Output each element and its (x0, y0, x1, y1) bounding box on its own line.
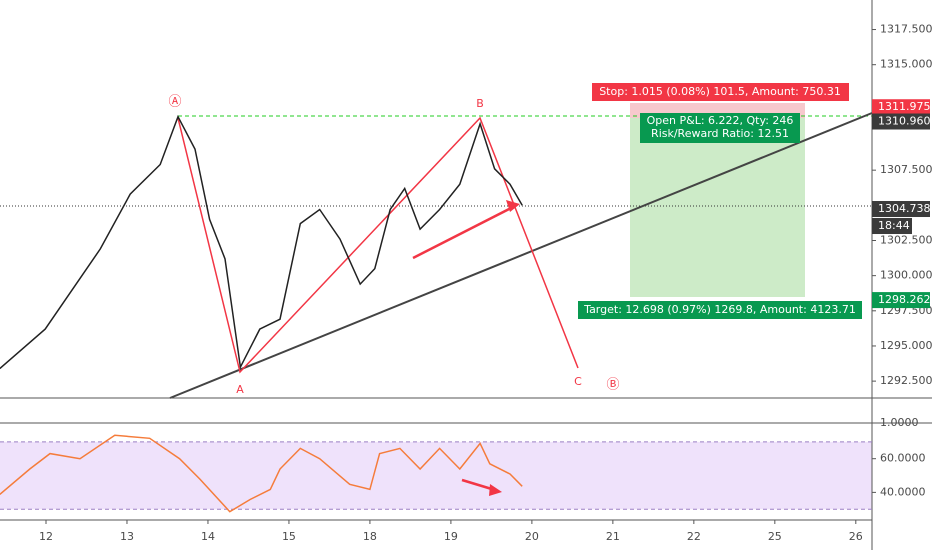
y-tick-label: 1315.000 (880, 58, 932, 71)
arrow (461, 478, 496, 492)
pnl-text: Open P&L: 6.222, Qty: 246 (647, 114, 794, 127)
stop-box (592, 83, 849, 101)
price-label-box (872, 99, 930, 116)
wave-label: Ⓐ (168, 95, 181, 110)
pnl-box (640, 113, 800, 143)
x-tick-label: 15 (282, 530, 296, 543)
wave-label: B (476, 97, 484, 110)
y-tick-label: 40.0000 (880, 485, 926, 498)
target-box (578, 301, 862, 319)
y-tick-label: 1302.500 (880, 233, 932, 246)
wave-label: A (236, 383, 244, 396)
x-tick-label: 22 (687, 530, 701, 543)
x-tick-label: 12 (39, 530, 53, 543)
y-tick-label: 1300.000 (880, 269, 932, 282)
trend-line (169, 112, 873, 399)
x-tick-label: 26 (849, 530, 863, 543)
y-tick-label: 1295.000 (880, 339, 932, 352)
rr-text: Risk/Reward Ratio: 12.51 (651, 127, 789, 140)
target-text: Target: 12.698 (0.97%) 1269.8, Amount: 4… (583, 303, 856, 316)
x-tick-label: 25 (768, 530, 782, 543)
countdown-box (872, 218, 912, 235)
x-tick-label: 19 (444, 530, 458, 543)
price-label: 1311.975 (878, 100, 931, 113)
wave-label: Ⓑ (606, 378, 619, 393)
y-tick-label: 60.0000 (880, 452, 926, 465)
price-label: 1298.262 (878, 293, 931, 306)
rsi-line (0, 434, 523, 513)
target-zone (630, 118, 805, 297)
price-label-box (872, 292, 930, 309)
arrow-head (489, 484, 502, 496)
price-line (0, 114, 523, 370)
stop-text: Stop: 1.015 (0.08%) 101.5, Amount: 750.3… (599, 85, 841, 98)
x-tick-label: 14 (201, 530, 215, 543)
wave-label: C (574, 375, 582, 388)
y-tick-label: 1307.500 (880, 163, 932, 176)
price-label-box (872, 113, 930, 130)
y-tick-label: 1317.500 (880, 23, 932, 36)
x-tick-label: 21 (606, 530, 620, 543)
y-tick-label: 1.0000 (880, 416, 919, 429)
price-label: 1304.738 (878, 202, 931, 215)
price-label: 1310.960 (878, 115, 931, 128)
x-tick-label: 18 (363, 530, 377, 543)
y-tick-label: 1292.500 (880, 374, 932, 387)
x-tick-label: 20 (525, 530, 539, 543)
arrow-head (506, 200, 520, 212)
wave-lines (177, 116, 579, 374)
price-label-box (872, 201, 930, 218)
arrow (412, 204, 516, 260)
countdown: 18:44 (878, 219, 910, 232)
x-tick-label: 13 (120, 530, 134, 543)
